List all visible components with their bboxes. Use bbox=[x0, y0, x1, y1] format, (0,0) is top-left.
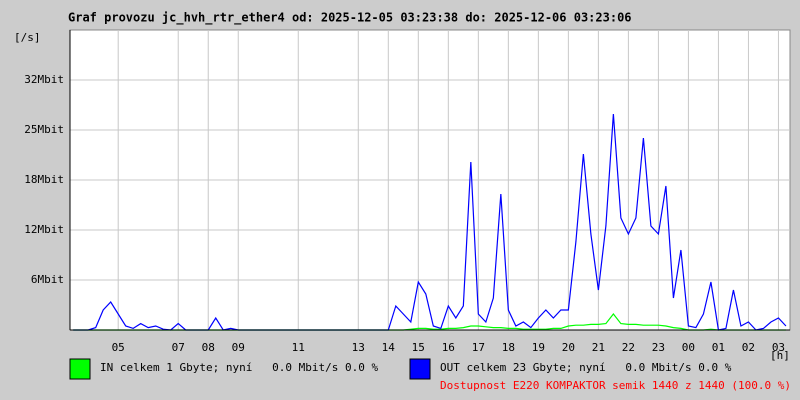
x-tick-label: 22 bbox=[622, 341, 635, 354]
x-tick-label: 01 bbox=[712, 341, 725, 354]
x-tick-label: 23 bbox=[652, 341, 665, 354]
x-tick-label: 21 bbox=[592, 341, 605, 354]
x-tick-label: 07 bbox=[172, 341, 185, 354]
y-tick-label: 32Mbit bbox=[24, 73, 64, 86]
x-tick-label: 17 bbox=[472, 341, 485, 354]
x-tick-label: 11 bbox=[292, 341, 305, 354]
x-tick-label: 20 bbox=[562, 341, 575, 354]
legend-swatch bbox=[69, 358, 91, 380]
x-tick-label: 19 bbox=[532, 341, 545, 354]
footer: Dostupnost E220 KOMPAKTOR semik 1440 z 1… bbox=[440, 379, 791, 392]
legend-swatch bbox=[409, 358, 431, 380]
x-axis-label: [h] bbox=[770, 349, 790, 362]
y-tick-label: 6Mbit bbox=[31, 273, 64, 286]
y-tick-label: 25Mbit bbox=[24, 123, 64, 136]
legend-label: IN celkem 1 Gbyte; nyní 0.0 Mbit/s 0.0 % bbox=[100, 361, 379, 374]
x-tick-label: 16 bbox=[442, 341, 455, 354]
x-tick-label: 14 bbox=[382, 341, 396, 354]
x-tick-label: 18 bbox=[502, 341, 515, 354]
x-tick-label: 00 bbox=[682, 341, 695, 354]
x-tick-label: 09 bbox=[232, 341, 245, 354]
y-axis-label: [/s] bbox=[14, 31, 41, 44]
y-tick-label: 12Mbit bbox=[24, 223, 64, 236]
x-tick-label: 05 bbox=[112, 341, 125, 354]
x-tick-label: 15 bbox=[412, 341, 425, 354]
x-tick-label: 08 bbox=[202, 341, 215, 354]
x-tick-label: 03 bbox=[772, 341, 785, 354]
x-tick-label: 13 bbox=[352, 341, 365, 354]
chart-title: Graf provozu jc_hvh_rtr_ether4 od: 2025-… bbox=[68, 11, 632, 26]
y-tick-label: 18Mbit bbox=[24, 173, 64, 186]
legend-label: OUT celkem 23 Gbyte; nyní 0.0 Mbit/s 0.0… bbox=[440, 361, 732, 374]
x-tick-label: 02 bbox=[742, 341, 755, 354]
